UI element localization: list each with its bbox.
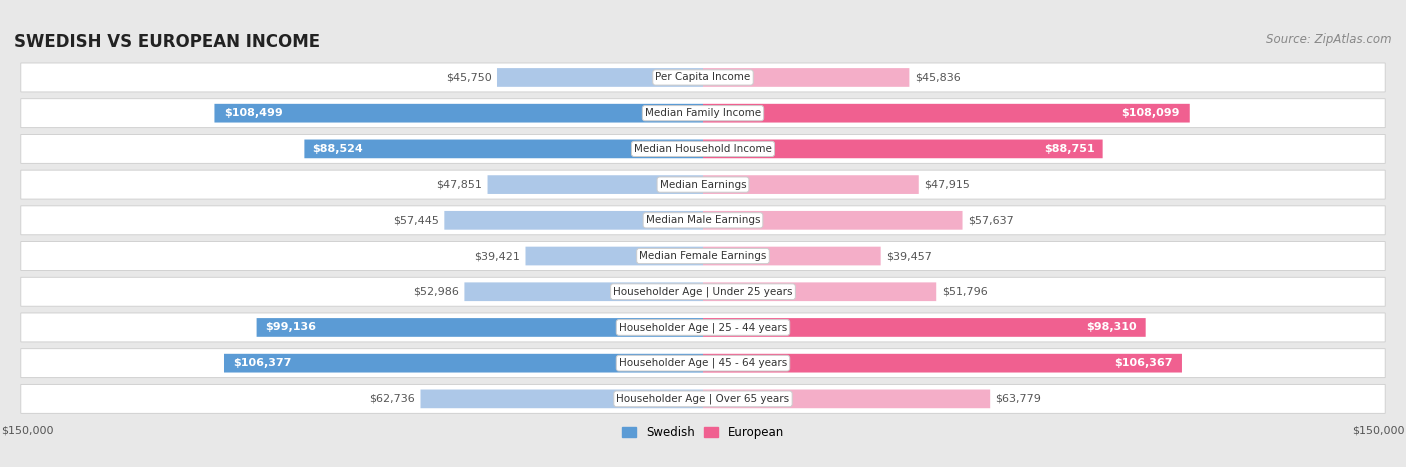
FancyBboxPatch shape — [215, 104, 703, 122]
FancyBboxPatch shape — [257, 318, 703, 337]
FancyBboxPatch shape — [21, 134, 1385, 163]
FancyBboxPatch shape — [703, 140, 1102, 158]
FancyBboxPatch shape — [21, 206, 1385, 235]
Text: Householder Age | 25 - 44 years: Householder Age | 25 - 44 years — [619, 322, 787, 333]
Text: Median Family Income: Median Family Income — [645, 108, 761, 118]
Legend: Swedish, European: Swedish, European — [617, 421, 789, 444]
FancyBboxPatch shape — [21, 313, 1385, 342]
FancyBboxPatch shape — [703, 68, 910, 87]
Text: SWEDISH VS EUROPEAN INCOME: SWEDISH VS EUROPEAN INCOME — [14, 33, 321, 51]
Text: $106,377: $106,377 — [233, 358, 292, 368]
FancyBboxPatch shape — [21, 241, 1385, 270]
Text: $39,421: $39,421 — [474, 251, 520, 261]
Text: $51,796: $51,796 — [942, 287, 987, 297]
Text: $62,736: $62,736 — [370, 394, 415, 404]
Text: $45,750: $45,750 — [446, 72, 492, 83]
FancyBboxPatch shape — [703, 175, 918, 194]
Text: $57,637: $57,637 — [967, 215, 1014, 225]
Text: Median Household Income: Median Household Income — [634, 144, 772, 154]
Text: Median Female Earnings: Median Female Earnings — [640, 251, 766, 261]
Text: $99,136: $99,136 — [266, 322, 316, 333]
Text: $108,499: $108,499 — [224, 108, 283, 118]
Text: $47,851: $47,851 — [436, 180, 482, 190]
FancyBboxPatch shape — [703, 211, 963, 230]
Text: Householder Age | Over 65 years: Householder Age | Over 65 years — [616, 394, 790, 404]
FancyBboxPatch shape — [21, 63, 1385, 92]
Text: $52,986: $52,986 — [413, 287, 458, 297]
Text: $88,751: $88,751 — [1045, 144, 1095, 154]
Text: $45,836: $45,836 — [915, 72, 960, 83]
FancyBboxPatch shape — [703, 104, 1189, 122]
FancyBboxPatch shape — [21, 384, 1385, 413]
FancyBboxPatch shape — [703, 283, 936, 301]
Text: $57,445: $57,445 — [394, 215, 439, 225]
FancyBboxPatch shape — [703, 354, 1182, 373]
Text: $98,310: $98,310 — [1087, 322, 1137, 333]
FancyBboxPatch shape — [703, 389, 990, 408]
Text: $106,367: $106,367 — [1114, 358, 1173, 368]
Text: $47,915: $47,915 — [924, 180, 970, 190]
Text: Source: ZipAtlas.com: Source: ZipAtlas.com — [1267, 33, 1392, 46]
FancyBboxPatch shape — [21, 170, 1385, 199]
FancyBboxPatch shape — [304, 140, 703, 158]
FancyBboxPatch shape — [488, 175, 703, 194]
FancyBboxPatch shape — [703, 247, 880, 265]
FancyBboxPatch shape — [21, 99, 1385, 127]
Text: Householder Age | Under 25 years: Householder Age | Under 25 years — [613, 286, 793, 297]
Text: Householder Age | 45 - 64 years: Householder Age | 45 - 64 years — [619, 358, 787, 368]
FancyBboxPatch shape — [224, 354, 703, 373]
FancyBboxPatch shape — [21, 349, 1385, 378]
Text: Median Earnings: Median Earnings — [659, 180, 747, 190]
Text: $88,524: $88,524 — [312, 144, 363, 154]
FancyBboxPatch shape — [464, 283, 703, 301]
FancyBboxPatch shape — [703, 318, 1146, 337]
FancyBboxPatch shape — [496, 68, 703, 87]
Text: Median Male Earnings: Median Male Earnings — [645, 215, 761, 225]
Text: $63,779: $63,779 — [995, 394, 1042, 404]
FancyBboxPatch shape — [526, 247, 703, 265]
FancyBboxPatch shape — [420, 389, 703, 408]
Text: $108,099: $108,099 — [1122, 108, 1180, 118]
FancyBboxPatch shape — [444, 211, 703, 230]
Text: Per Capita Income: Per Capita Income — [655, 72, 751, 83]
FancyBboxPatch shape — [21, 277, 1385, 306]
Text: $39,457: $39,457 — [886, 251, 932, 261]
